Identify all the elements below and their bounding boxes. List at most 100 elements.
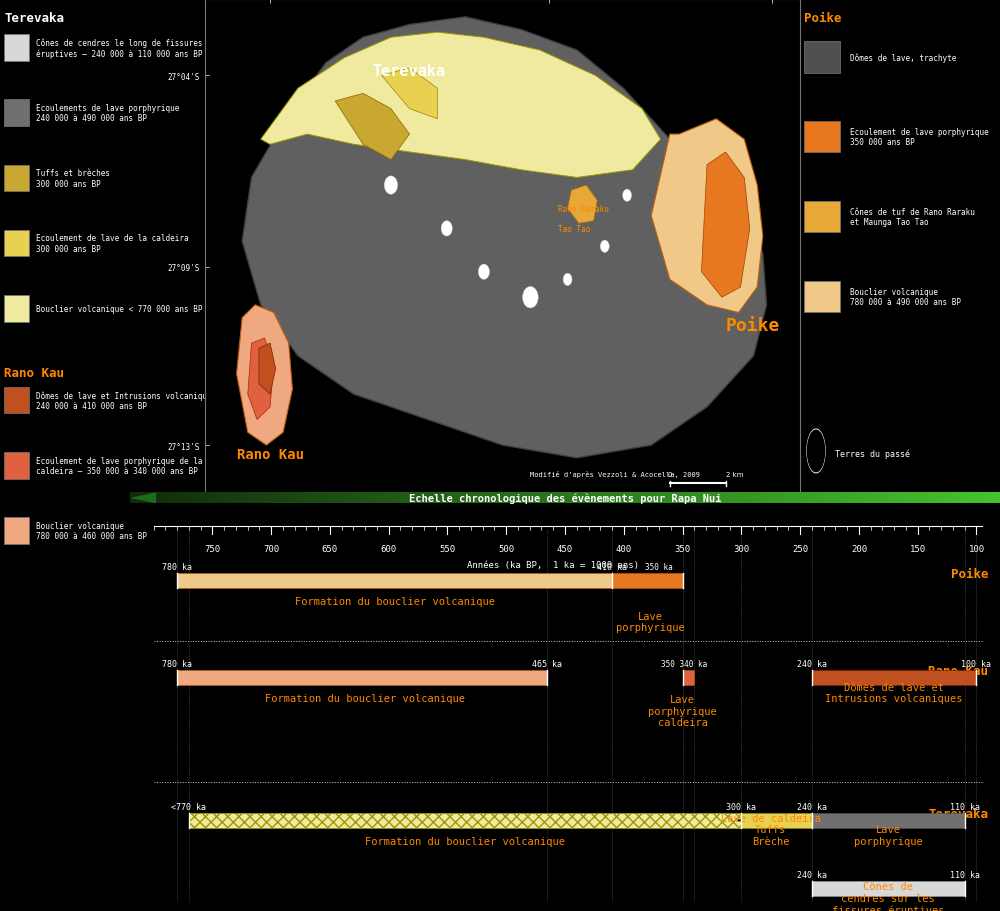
Bar	[821, 493, 825, 504]
Bar	[969, 493, 974, 504]
Text: Tao Tao: Tao Tao	[558, 225, 591, 234]
Bar	[169, 493, 174, 504]
Text: Cônes de tuf de Rano Raraku
et Maunga Tao Tao: Cônes de tuf de Rano Raraku et Maunga Ta…	[850, 208, 975, 227]
Text: 400: 400	[616, 545, 632, 554]
Bar	[996, 493, 1000, 504]
Text: Années (ka BP,  1 ka = 1000 ans): Années (ka BP, 1 ka = 1000 ans)	[467, 560, 639, 569]
Bar	[917, 493, 921, 504]
Bar	[891, 493, 895, 504]
Bar	[379, 493, 384, 504]
Bar	[248, 493, 252, 504]
Text: 650: 650	[322, 545, 338, 554]
Text: 465 ka: 465 ka	[532, 660, 562, 668]
Bar	[856, 493, 860, 504]
Text: Lave
porphyrique
caldeira: Lave porphyrique caldeira	[648, 694, 717, 728]
Bar	[978, 493, 983, 504]
Bar	[751, 493, 755, 504]
Polygon shape	[382, 68, 437, 119]
Bar	[139, 493, 143, 504]
Bar	[690, 493, 694, 504]
Bar	[663, 493, 668, 504]
Bar	[257, 493, 261, 504]
Bar	[340, 493, 344, 504]
Bar	[926, 493, 930, 504]
Bar	[261, 493, 266, 504]
Bar	[445, 493, 449, 504]
Bar	[187, 493, 191, 504]
Bar	[322, 493, 327, 504]
Bar	[497, 493, 502, 504]
Bar	[252, 493, 257, 504]
Bar	[899, 493, 904, 504]
Bar	[283, 493, 287, 504]
Bar	[668, 493, 672, 504]
Bar	[624, 493, 628, 504]
Bar	[642, 493, 646, 504]
Bar	[563, 493, 567, 504]
Bar	[427, 493, 432, 504]
Circle shape	[478, 265, 489, 280]
Bar	[397, 493, 401, 504]
Bar	[790, 493, 795, 504]
Text: Terevaka: Terevaka	[4, 12, 64, 26]
Bar	[488, 493, 493, 504]
Bar	[405, 493, 410, 504]
Bar	[829, 493, 834, 504]
Bar	[948, 493, 952, 504]
Bar	[532, 493, 537, 504]
Bar	[965, 493, 969, 504]
Text: 300: 300	[733, 545, 749, 554]
Bar	[331, 493, 335, 504]
Polygon shape	[130, 493, 156, 504]
Bar	[537, 493, 541, 504]
Bar	[314, 493, 318, 504]
Bar	[943, 493, 948, 504]
Bar	[930, 493, 934, 504]
Bar	[620, 493, 624, 504]
Bar	[698, 493, 703, 504]
Circle shape	[807, 431, 825, 472]
Circle shape	[523, 287, 538, 309]
Bar	[423, 493, 427, 504]
Circle shape	[600, 241, 609, 253]
Bar	[799, 493, 803, 504]
FancyBboxPatch shape	[804, 281, 840, 312]
Bar	[436, 493, 440, 504]
Text: Dômes de lave, trachyte: Dômes de lave, trachyte	[850, 53, 956, 63]
Text: Formation du bouclier volcanique: Formation du bouclier volcanique	[265, 693, 465, 703]
Bar	[519, 493, 523, 504]
Bar	[733, 493, 738, 504]
Bar	[388, 493, 392, 504]
Text: Ecoulement de lave porphyrique de la
caldeira – 350 000 à 340 000 ans BP: Ecoulement de lave porphyrique de la cal…	[36, 456, 202, 476]
Bar	[318, 493, 322, 504]
Bar	[204, 493, 209, 504]
Bar	[134, 493, 139, 504]
Text: Terevaka: Terevaka	[372, 65, 445, 79]
Bar	[189, 814, 741, 828]
Text: 350: 350	[675, 545, 691, 554]
Bar	[707, 493, 711, 504]
Bar	[209, 493, 213, 504]
Text: 240 ka: 240 ka	[797, 802, 827, 811]
Bar	[655, 493, 659, 504]
Text: Rano Kau: Rano Kau	[237, 447, 304, 461]
Bar	[528, 493, 532, 504]
Bar	[598, 493, 602, 504]
Polygon shape	[701, 153, 750, 298]
Bar	[808, 493, 812, 504]
Text: Lave
porphyrique: Lave porphyrique	[854, 824, 923, 846]
Bar	[292, 493, 296, 504]
Bar	[694, 493, 698, 504]
Text: Echelle chronologique des évènements pour Rapa Nui: Echelle chronologique des évènements pou…	[409, 493, 721, 504]
Text: Cônes de cendres le long de fissures
éruptives – 240 000 à 110 000 ans BP: Cônes de cendres le long de fissures éru…	[36, 38, 202, 58]
Bar	[370, 493, 375, 504]
Bar	[182, 493, 187, 504]
FancyBboxPatch shape	[804, 42, 840, 74]
Bar	[637, 493, 642, 504]
Bar	[921, 493, 926, 504]
Bar	[270, 493, 274, 504]
Text: 100: 100	[968, 545, 985, 554]
Text: 240 ka: 240 ka	[797, 660, 827, 668]
Bar	[585, 493, 589, 504]
Bar	[711, 493, 716, 504]
